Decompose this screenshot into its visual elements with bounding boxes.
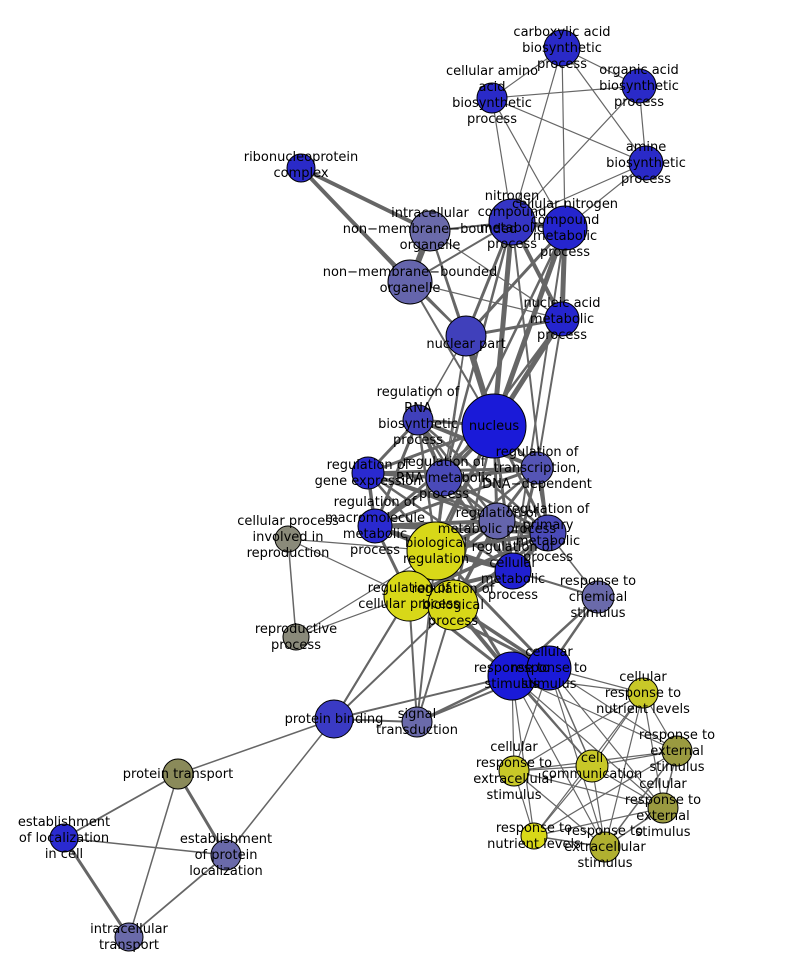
- graph-node[interactable]: [627, 677, 659, 709]
- graph-node[interactable]: [542, 205, 588, 251]
- graph-node[interactable]: [478, 502, 516, 540]
- graph-edge: [548, 667, 678, 752]
- graph-node[interactable]: [401, 706, 433, 738]
- graph-node[interactable]: [49, 823, 79, 853]
- graph-edge: [176, 772, 228, 857]
- graph-node[interactable]: [427, 579, 479, 631]
- graph-node[interactable]: [476, 82, 508, 114]
- graph-edge: [128, 773, 179, 938]
- graph-node[interactable]: [529, 514, 567, 552]
- graph-edge: [128, 854, 227, 938]
- graph-edge: [491, 219, 515, 429]
- node-layer: [49, 29, 693, 952]
- graph-node[interactable]: [114, 922, 144, 952]
- graph-edge: [513, 770, 606, 848]
- graph-edge: [409, 281, 563, 320]
- graph-edge: [491, 85, 640, 99]
- graph-edge: [513, 692, 644, 772]
- graph-node[interactable]: [409, 210, 451, 252]
- graph-edge: [429, 230, 563, 320]
- graph-node[interactable]: [621, 68, 657, 104]
- graph-edge: [548, 667, 664, 809]
- graph-edge: [561, 47, 566, 229]
- graph-node[interactable]: [402, 404, 434, 436]
- graph-node[interactable]: [162, 758, 194, 790]
- graph-node[interactable]: [314, 699, 354, 739]
- graph-edge: [511, 47, 563, 223]
- graph-node[interactable]: [274, 525, 302, 553]
- graph-node[interactable]: [589, 831, 621, 863]
- graph-edge: [333, 604, 454, 720]
- graph-edge: [511, 675, 664, 809]
- graph-node[interactable]: [286, 153, 316, 183]
- graph-node[interactable]: [461, 393, 527, 459]
- graph-edge: [604, 692, 644, 848]
- graph-edge: [511, 85, 640, 223]
- graph-edge: [511, 675, 535, 837]
- graph-edge: [604, 750, 678, 848]
- graph-edge: [511, 675, 678, 752]
- graph-node[interactable]: [543, 29, 581, 67]
- graph-edge: [464, 226, 567, 338]
- graph-edge: [511, 162, 647, 223]
- graph-edge: [491, 97, 566, 229]
- graph-node[interactable]: [520, 822, 548, 850]
- graph-node[interactable]: [488, 198, 536, 246]
- graph-node[interactable]: [520, 451, 554, 485]
- graph-edge: [536, 318, 563, 469]
- graph-edge: [533, 750, 678, 837]
- graph-edge: [299, 166, 432, 233]
- graph-edge: [63, 837, 227, 856]
- graph-edge: [491, 97, 647, 164]
- graph-edge: [333, 675, 513, 720]
- graph-edge: [287, 538, 297, 638]
- graph-node[interactable]: [445, 315, 487, 357]
- graph-node[interactable]: [406, 521, 466, 581]
- graph-node[interactable]: [575, 749, 609, 783]
- graph-edge: [561, 47, 647, 164]
- graph-node[interactable]: [383, 570, 435, 622]
- graph-node[interactable]: [494, 552, 532, 590]
- graph-edge: [373, 466, 539, 528]
- graph-node[interactable]: [351, 456, 385, 490]
- graph-node[interactable]: [526, 645, 572, 691]
- graph-edge: [548, 667, 606, 848]
- graph-node[interactable]: [282, 623, 310, 651]
- graph-edge: [373, 524, 550, 535]
- graph-edge: [512, 227, 566, 572]
- graph-edge: [225, 718, 335, 856]
- graph-node[interactable]: [498, 755, 530, 787]
- graph-node[interactable]: [210, 839, 242, 871]
- graph-node[interactable]: [544, 301, 580, 337]
- graph-node[interactable]: [357, 508, 393, 544]
- graph-node[interactable]: [628, 145, 664, 181]
- graph-edge: [62, 836, 131, 939]
- graph-edge: [642, 692, 664, 809]
- graph-edge: [511, 675, 606, 848]
- graph-node[interactable]: [581, 580, 615, 614]
- graph-edge: [63, 773, 179, 839]
- graph-node[interactable]: [661, 735, 693, 767]
- graph-edge: [177, 718, 335, 775]
- graph-node[interactable]: [647, 792, 679, 824]
- graph-node[interactable]: [387, 259, 433, 305]
- edge-layer: [62, 47, 678, 939]
- graph-edge: [366, 471, 550, 535]
- graph-node[interactable]: [425, 459, 463, 497]
- graph-edge: [533, 807, 664, 837]
